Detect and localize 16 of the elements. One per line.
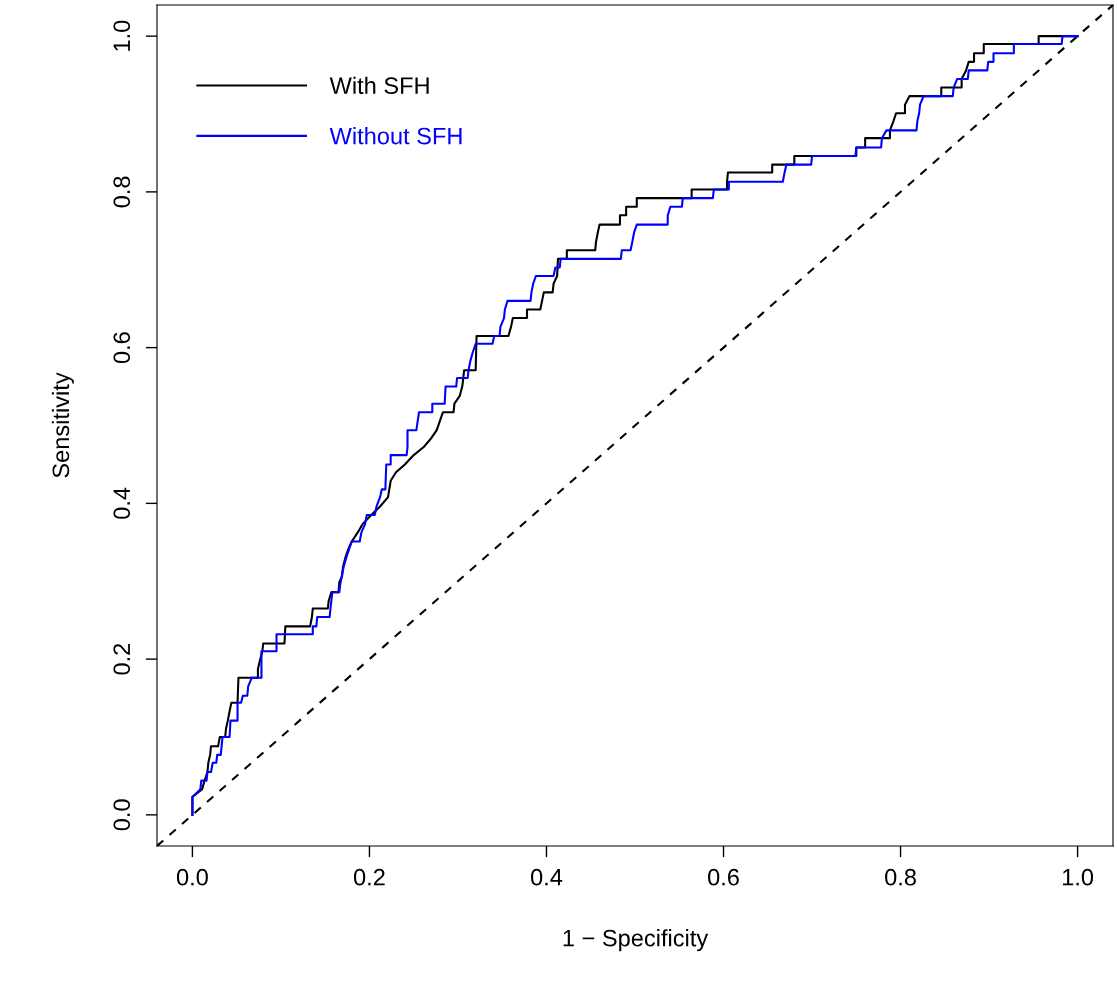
y-tick-label: 0.2 [113,643,131,675]
legend-label: With SFH [329,76,429,95]
x-axis-title: 1 − Specificity [563,929,709,952]
x-tick-label: 0.8 [885,868,916,886]
y-tick-label: 0.8 [113,176,131,208]
y-tick-label: 0.0 [113,799,131,831]
y-tick-label: 0.6 [113,332,131,364]
x-tick-label: 0.4 [530,868,563,886]
legend-label: Without SFH [329,127,462,145]
x-tick-label: 0.2 [353,868,385,886]
x-tick-label: 0.6 [708,868,739,886]
y-axis-title: Sensitivity [51,372,74,478]
x-tick-label: 1.0 [1062,868,1094,886]
y-tick-label: 1.0 [113,20,131,51]
y-tick-label: 0.4 [113,487,131,519]
x-tick-label: 0.0 [176,868,208,886]
